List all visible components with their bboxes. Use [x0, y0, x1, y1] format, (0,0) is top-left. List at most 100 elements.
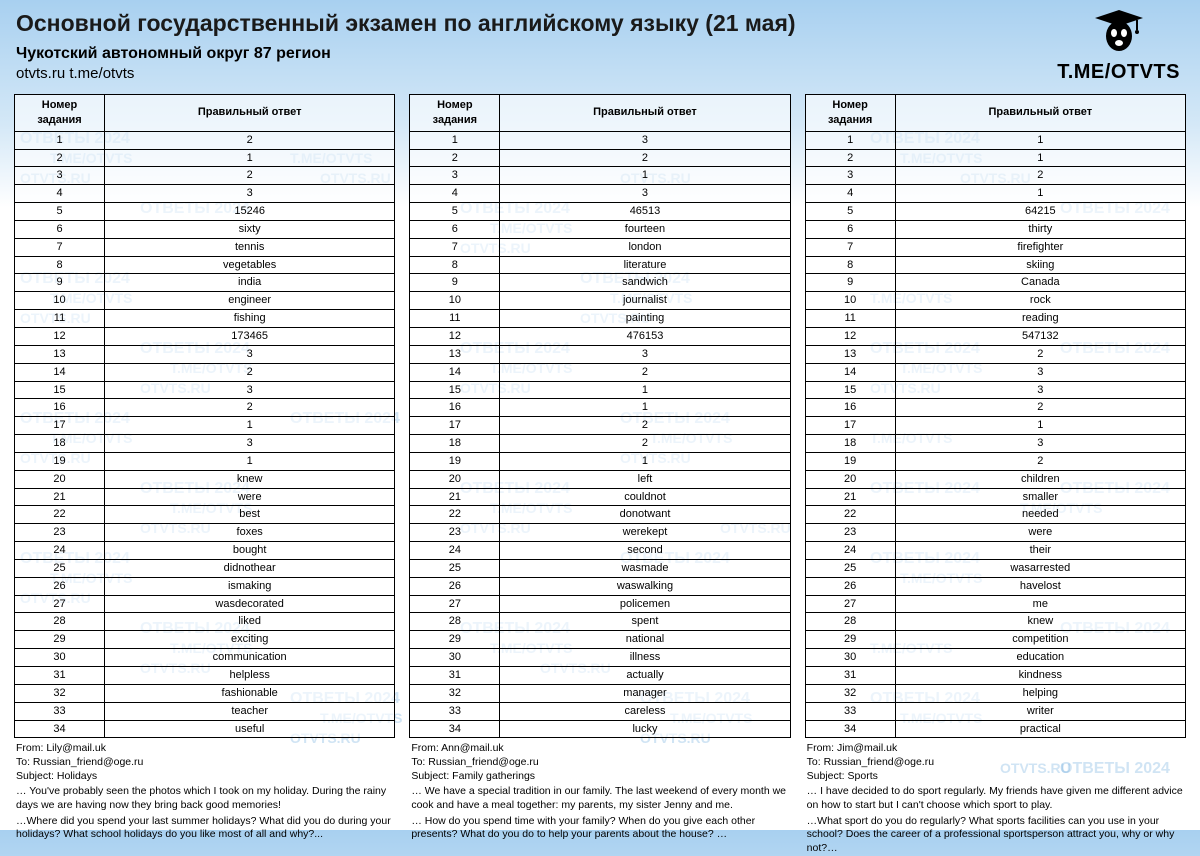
email-body: …Where did you spend your last summer ho…: [16, 815, 393, 842]
task-number: 2: [805, 149, 895, 167]
task-answer: literature: [500, 256, 790, 274]
table-row: 153: [15, 381, 395, 399]
task-answer: thirty: [895, 220, 1185, 238]
task-answer: teacher: [105, 702, 395, 720]
table-row: 21smaller: [805, 488, 1185, 506]
task-number: 10: [805, 292, 895, 310]
table-row: 133: [410, 345, 790, 363]
task-number: 6: [410, 220, 500, 238]
task-answer: wasmade: [500, 559, 790, 577]
task-number: 20: [805, 470, 895, 488]
task-answer: actually: [500, 667, 790, 685]
table-row: 25wasmade: [410, 559, 790, 577]
task-answer: skiing: [895, 256, 1185, 274]
table-row: 6thirty: [805, 220, 1185, 238]
table-row: 21: [15, 149, 395, 167]
task-answer: foxes: [105, 524, 395, 542]
task-answer: second: [500, 542, 790, 560]
task-number: 25: [410, 559, 500, 577]
table-row: 11painting: [410, 310, 790, 328]
task-number: 1: [410, 131, 500, 149]
task-number: 7: [805, 238, 895, 256]
task-answer: 46513: [500, 203, 790, 221]
task-number: 3: [15, 167, 105, 185]
table-row: 27policemen: [410, 595, 790, 613]
table-row: 546513: [410, 203, 790, 221]
table-row: 9Canada: [805, 274, 1185, 292]
task-answer: rock: [895, 292, 1185, 310]
task-number: 4: [15, 185, 105, 203]
task-answer: writer: [895, 702, 1185, 720]
col-header-answer: Правильный ответ: [500, 95, 790, 132]
task-answer: 1: [895, 131, 1185, 149]
task-answer: donotwant: [500, 506, 790, 524]
email-subject: Subject: Holidays: [16, 770, 393, 784]
task-number: 14: [805, 363, 895, 381]
email-body: … How do you spend time with your family…: [411, 815, 788, 842]
task-number: 8: [805, 256, 895, 274]
table-row: 28knew: [805, 613, 1185, 631]
task-answer: tennis: [105, 238, 395, 256]
task-answer: 3: [500, 345, 790, 363]
task-answer: illness: [500, 649, 790, 667]
task-number: 24: [15, 542, 105, 560]
task-number: 20: [410, 470, 500, 488]
task-answer: competition: [895, 631, 1185, 649]
task-number: 13: [805, 345, 895, 363]
table-row: 31: [410, 167, 790, 185]
table-row: 183: [15, 435, 395, 453]
task-number: 11: [410, 310, 500, 328]
email-from: From: Jim@mail.uk: [807, 742, 1184, 756]
task-answer: journalist: [500, 292, 790, 310]
task-answer: 2: [500, 149, 790, 167]
table-row: 33careless: [410, 702, 790, 720]
task-answer: sandwich: [500, 274, 790, 292]
answer-table: Номер заданияПравильный ответ12213243515…: [14, 94, 395, 738]
table-row: 142: [15, 363, 395, 381]
task-answer: wasdecorated: [105, 595, 395, 613]
table-row: 33writer: [805, 702, 1185, 720]
task-number: 32: [410, 684, 500, 702]
table-row: 132: [805, 345, 1185, 363]
table-row: 151: [410, 381, 790, 399]
task-number: 2: [15, 149, 105, 167]
table-row: 153: [805, 381, 1185, 399]
table-row: 29national: [410, 631, 790, 649]
table-row: 28liked: [15, 613, 395, 631]
task-answer: 173465: [105, 327, 395, 345]
task-number: 3: [805, 167, 895, 185]
task-number: 24: [410, 542, 500, 560]
task-answer: communication: [105, 649, 395, 667]
task-answer: helping: [895, 684, 1185, 702]
task-number: 15: [410, 381, 500, 399]
logo: T.ME/OTVTS: [1057, 8, 1180, 84]
source-links: otvts.ru t.me/otvts: [16, 65, 1184, 82]
task-answer: sixty: [105, 220, 395, 238]
task-answer: me: [895, 595, 1185, 613]
task-number: 32: [15, 684, 105, 702]
task-answer: 2: [105, 167, 395, 185]
table-row: 25didnothear: [15, 559, 395, 577]
task-number: 11: [15, 310, 105, 328]
table-row: 31helpless: [15, 667, 395, 685]
task-number: 2: [410, 149, 500, 167]
task-number: 31: [410, 667, 500, 685]
email-from: From: Ann@mail.uk: [411, 742, 788, 756]
col-header-number: Номер задания: [15, 95, 105, 132]
task-number: 7: [410, 238, 500, 256]
task-answer: 1: [500, 381, 790, 399]
table-row: 23werekept: [410, 524, 790, 542]
table-row: 30illness: [410, 649, 790, 667]
task-number: 29: [805, 631, 895, 649]
table-row: 24bought: [15, 542, 395, 560]
table-row: 161: [410, 399, 790, 417]
task-number: 8: [410, 256, 500, 274]
table-row: 9india: [15, 274, 395, 292]
task-number: 18: [805, 435, 895, 453]
email-to: To: Russian_friend@oge.ru: [411, 756, 788, 770]
task-number: 6: [805, 220, 895, 238]
task-number: 19: [805, 452, 895, 470]
table-row: 171: [805, 417, 1185, 435]
table-row: 12173465: [15, 327, 395, 345]
task-number: 16: [15, 399, 105, 417]
